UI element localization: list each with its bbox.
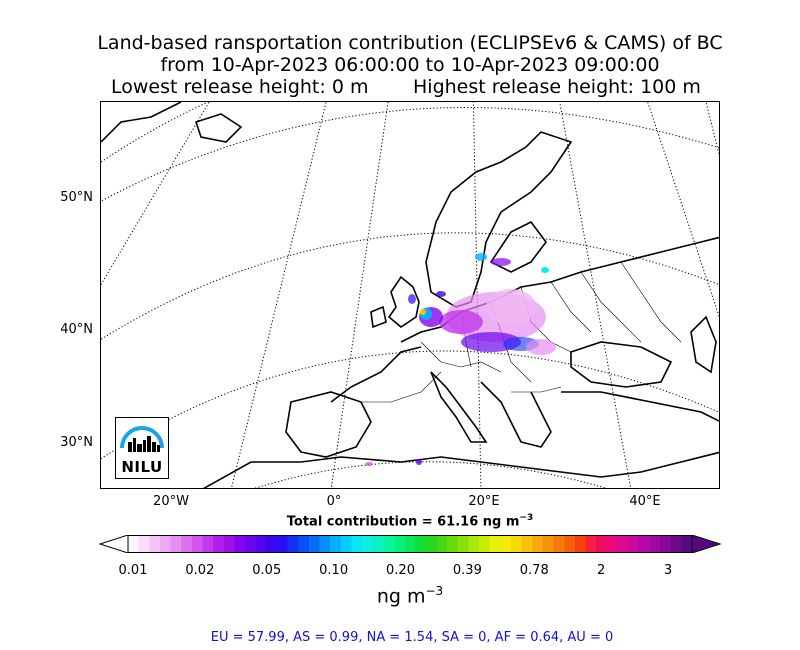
lat-label-50n: 50°N — [60, 190, 93, 205]
colorbar-swatch — [681, 535, 693, 553]
concentration-plume — [365, 253, 556, 466]
lon-label-0: 0° — [326, 494, 342, 509]
colorbar-frame — [127, 535, 693, 553]
colorbar-tick-label: 0.02 — [185, 563, 215, 578]
colorbar-swatch — [181, 535, 193, 553]
colorbar-swatch — [585, 535, 597, 553]
colorbar-swatch — [628, 535, 640, 553]
map-title-line-2: from 10-Apr-2023 06:00:00 to 10-Apr-2023… — [160, 54, 660, 76]
colorbar-tick-label: 3 — [663, 563, 673, 578]
region-summary: EU = 57.99, AS = 0.99, NA = 1.54, SA = 0… — [210, 630, 614, 645]
colorbar-swatch — [574, 535, 587, 553]
lat-label-30n: 30°N — [60, 435, 93, 450]
colorbar-swatch — [479, 535, 491, 553]
map-title-line-1: Land-based ransportation contribution (E… — [97, 32, 723, 54]
colorbar — [98, 534, 722, 554]
colorbar-swatch — [351, 535, 363, 553]
colorbar-swatch — [287, 535, 299, 553]
colorbar-tick-label: 0.78 — [519, 563, 549, 578]
colorbar-swatch — [245, 535, 257, 553]
colorbar-swatch — [447, 535, 459, 553]
colorbar-swatch — [383, 535, 395, 553]
total-contribution-exponent: −3 — [519, 513, 534, 523]
colorbar-swatch — [394, 535, 406, 553]
colorbar-swatch — [202, 535, 214, 553]
colorbar-swatch — [500, 535, 512, 553]
colorbar-swatch — [213, 535, 225, 553]
highest-release-height: Highest release height: 100 m — [413, 76, 701, 98]
colorbar-swatch — [362, 535, 374, 553]
colorbar-under-extension — [98, 534, 129, 554]
colorbar-swatch — [159, 535, 172, 553]
colorbar-swatch — [564, 535, 576, 553]
colorbar-swatch — [191, 535, 203, 553]
colorbar-unit-exponent: −3 — [425, 584, 444, 598]
colorbar-swatch — [128, 535, 140, 553]
colorbar-swatch — [415, 535, 427, 553]
colorbar-swatch — [649, 535, 661, 553]
nilu-logo: NILU — [115, 417, 169, 479]
colorbar-swatch — [266, 535, 278, 553]
colorbar-swatch — [596, 535, 608, 553]
colorbar-swatch — [670, 535, 682, 553]
colorbar-swatch — [276, 535, 289, 553]
colorbar-tick-label: 0.10 — [319, 563, 349, 578]
colorbar-unit: ng m−3 — [0, 584, 800, 607]
colorbar-swatch — [457, 535, 470, 553]
colorbar-swatch — [489, 535, 501, 553]
colorbar-swatch — [532, 535, 544, 553]
colorbar-swatch — [511, 535, 523, 553]
colorbar-swatch — [149, 535, 161, 553]
colorbar-swatch — [606, 535, 619, 553]
colorbar-swatch — [372, 535, 384, 553]
graticule — [101, 102, 719, 488]
colorbar-tick-label: 0.20 — [386, 563, 415, 578]
colorbar-swatch — [521, 535, 533, 553]
coastlines — [101, 102, 719, 488]
map-panel — [100, 101, 720, 489]
colorbar-swatch — [468, 535, 480, 553]
lat-label-40n: 40°N — [60, 322, 93, 337]
colorbar-swatch — [255, 535, 267, 553]
colorbar-swatch — [617, 535, 629, 553]
colorbar-swatch — [330, 535, 342, 553]
colorbar-swatch — [340, 535, 352, 553]
total-contribution: Total contribution = 61.16 ng m−3 — [0, 513, 800, 529]
colorbar-tick-label: 0.05 — [252, 563, 282, 578]
colorbar-swatch — [660, 535, 672, 553]
colorbar-tick-label: 2 — [596, 563, 606, 578]
nilu-logo-text: NILU — [121, 458, 163, 476]
colorbar-swatch — [170, 535, 182, 553]
lon-label-40e: 40°E — [629, 494, 661, 509]
nilu-logo-graphic — [120, 426, 164, 452]
colorbar-tick-label: 0.39 — [452, 563, 482, 578]
europe-map — [101, 102, 719, 488]
colorbar-swatch — [234, 535, 246, 553]
colorbar-swatch — [138, 535, 150, 553]
lowest-release-height: Lowest release height: 0 m — [111, 76, 369, 98]
colorbar-graphic — [98, 534, 722, 554]
lon-label-20e: 20°E — [468, 494, 500, 509]
colorbar-tick-label: 0.01 — [118, 563, 148, 578]
colorbar-swatch — [308, 535, 321, 553]
colorbar-swatch — [404, 535, 416, 553]
colorbar-swatch — [543, 535, 555, 553]
colorbar-swatch — [223, 535, 235, 553]
colorbar-swatch — [298, 535, 310, 553]
colorbar-swatch — [553, 535, 565, 553]
total-contribution-text: Total contribution = 61.16 ng m — [286, 514, 520, 530]
colorbar-unit-text: ng m — [376, 585, 426, 608]
colorbar-swatch — [319, 535, 331, 553]
colorbar-over-extension — [691, 534, 722, 554]
lon-label-20w: 20°W — [153, 494, 189, 509]
colorbar-swatch — [638, 535, 650, 553]
colorbar-swatch — [425, 535, 438, 553]
colorbar-swatch — [436, 535, 448, 553]
